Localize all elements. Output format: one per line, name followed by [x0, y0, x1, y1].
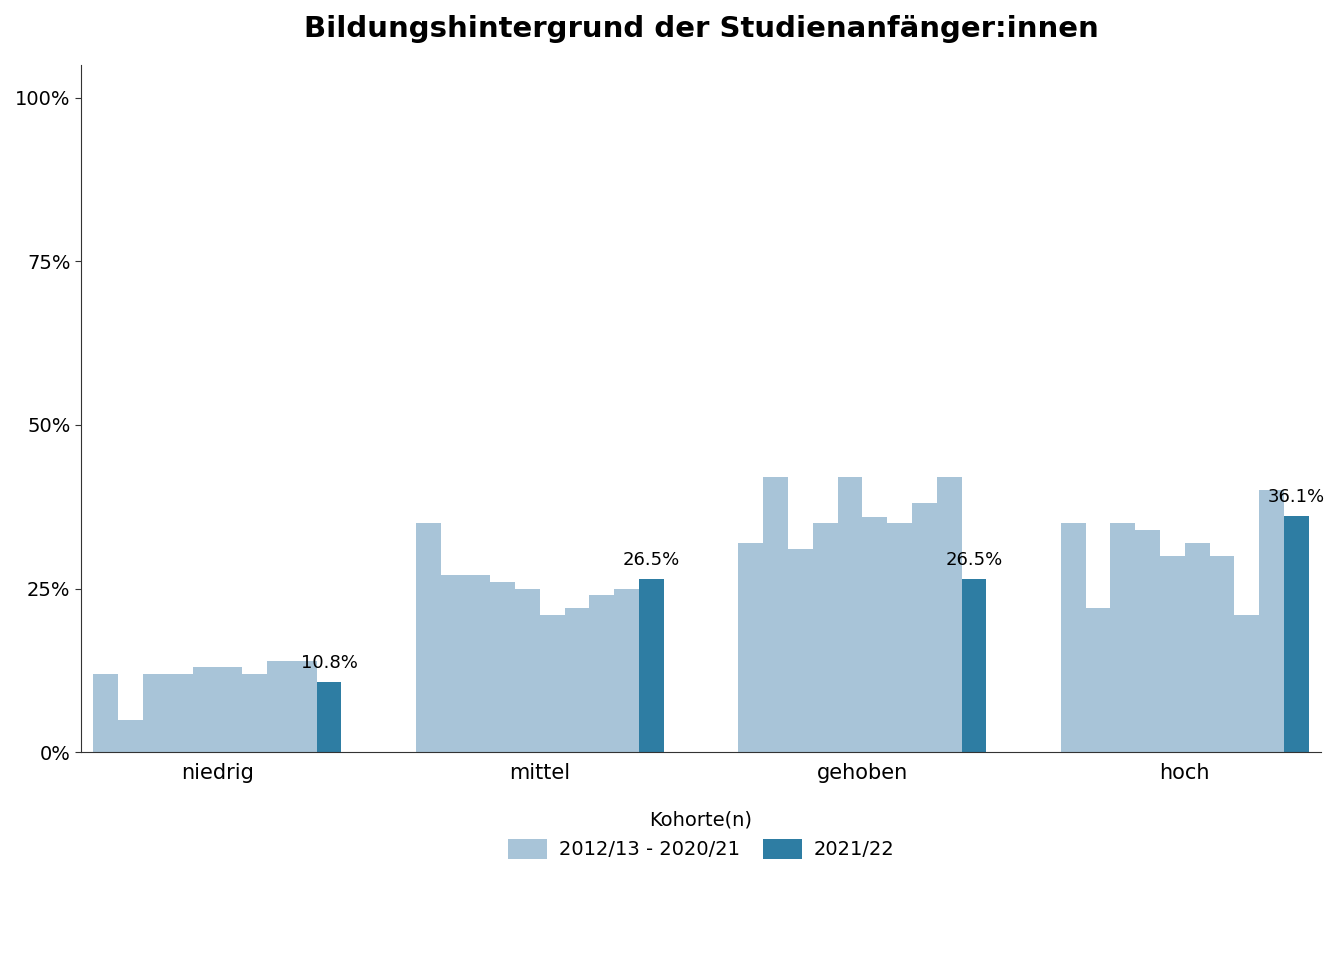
Bar: [1259, 491, 1284, 753]
Bar: [887, 523, 913, 753]
Bar: [1234, 614, 1259, 753]
Bar: [813, 523, 837, 753]
Bar: [218, 667, 242, 753]
Bar: [863, 516, 887, 753]
Bar: [465, 575, 491, 753]
Bar: [1086, 609, 1110, 753]
Bar: [640, 579, 664, 753]
Bar: [317, 682, 341, 753]
Legend: 2012/13 - 2020/21, 2021/22: 2012/13 - 2020/21, 2021/22: [508, 810, 894, 859]
Bar: [1060, 523, 1086, 753]
Bar: [763, 477, 788, 753]
Bar: [738, 542, 763, 753]
Text: 36.1%: 36.1%: [1267, 488, 1325, 506]
Bar: [590, 595, 614, 753]
Bar: [168, 674, 192, 753]
Bar: [614, 588, 640, 753]
Bar: [1110, 523, 1136, 753]
Title: Bildungshintergrund der Studienanfänger:innen: Bildungshintergrund der Studienanfänger:…: [304, 15, 1098, 43]
Bar: [1210, 556, 1234, 753]
Text: 26.5%: 26.5%: [945, 551, 1003, 569]
Bar: [415, 523, 441, 753]
Bar: [491, 582, 515, 753]
Bar: [1136, 530, 1160, 753]
Bar: [142, 674, 168, 753]
Bar: [837, 477, 863, 753]
Text: 10.8%: 10.8%: [301, 654, 358, 672]
Bar: [540, 614, 564, 753]
Bar: [242, 674, 267, 753]
Bar: [267, 660, 292, 753]
Bar: [1185, 542, 1210, 753]
Bar: [913, 503, 937, 753]
Bar: [292, 660, 317, 753]
Bar: [961, 579, 986, 753]
Bar: [441, 575, 465, 753]
Bar: [1160, 556, 1185, 753]
Bar: [118, 720, 142, 753]
Bar: [192, 667, 218, 753]
Bar: [564, 609, 590, 753]
Bar: [788, 549, 813, 753]
Bar: [93, 674, 118, 753]
Bar: [1284, 516, 1309, 753]
Text: 26.5%: 26.5%: [622, 551, 680, 569]
Bar: [937, 477, 961, 753]
Bar: [515, 588, 540, 753]
